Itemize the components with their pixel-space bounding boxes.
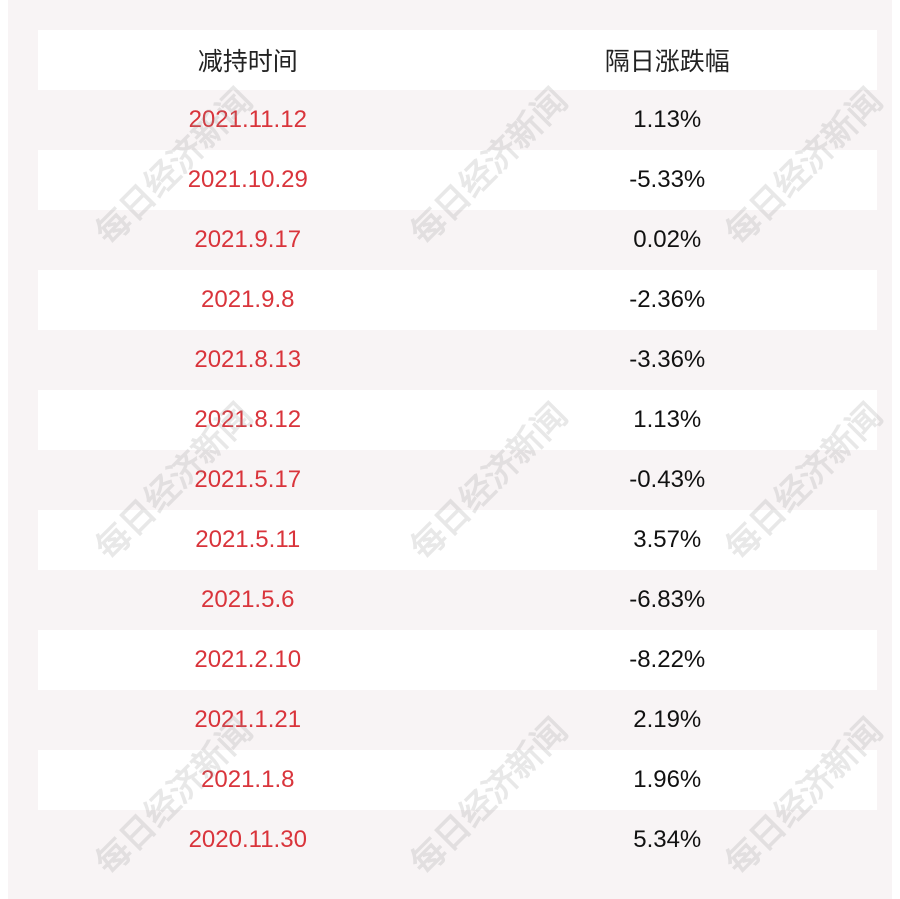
date-cell: 2021.11.12 bbox=[188, 106, 307, 133]
change-cell: 1.96% bbox=[633, 766, 702, 793]
table-row: 2021.9.17 0.02% bbox=[38, 210, 877, 270]
change-cell: -3.36% bbox=[629, 346, 706, 373]
table-row: 2021.8.12 1.13% bbox=[38, 390, 877, 450]
table-row: 2021.2.10 -8.22% bbox=[38, 630, 877, 690]
change-cell: -0.43% bbox=[629, 466, 706, 493]
change-cell: 2.19% bbox=[633, 706, 702, 733]
date-cell: 2021.9.8 bbox=[201, 286, 295, 313]
table-row: 2021.5.11 3.57% bbox=[38, 510, 877, 570]
change-cell: -2.36% bbox=[629, 286, 706, 313]
table-row: 2021.11.12 1.13% bbox=[38, 90, 877, 150]
table-row: 2021.1.21 2.19% bbox=[38, 690, 877, 750]
date-cell: 2021.5.17 bbox=[194, 466, 302, 493]
table-row: 2021.10.29 -5.33% bbox=[38, 150, 877, 210]
table-row: 2021.5.6 -6.83% bbox=[38, 570, 877, 630]
reduction-table: 减持时间 隔日涨跌幅 2021.11.12 1.13% 2021.10.29 -5.3… bbox=[38, 30, 877, 870]
change-cell: 1.13% bbox=[633, 406, 702, 433]
table-header: 减持时间 隔日涨跌幅 bbox=[38, 30, 877, 90]
date-cell: 2021.2.10 bbox=[194, 646, 302, 673]
header-date: 减持时间 bbox=[197, 48, 298, 76]
table-row: 2021.1.8 1.96% bbox=[38, 750, 877, 810]
table-row: 2020.11.30 5.34% bbox=[38, 810, 877, 870]
date-cell: 2021.9.17 bbox=[194, 226, 302, 253]
change-cell: -5.33% bbox=[629, 166, 706, 193]
change-cell: -8.22% bbox=[629, 646, 706, 673]
table-row: 2021.9.8 -2.36% bbox=[38, 270, 877, 330]
change-cell: 3.57% bbox=[633, 526, 702, 553]
date-cell: 2021.8.13 bbox=[194, 346, 302, 373]
date-cell: 2021.10.29 bbox=[187, 166, 308, 193]
date-cell: 2021.5.6 bbox=[201, 586, 295, 613]
table-row: 2021.5.17 -0.43% bbox=[38, 450, 877, 510]
change-cell: 0.02% bbox=[633, 226, 702, 253]
date-cell: 2021.8.12 bbox=[194, 406, 302, 433]
date-cell: 2021.1.8 bbox=[201, 766, 295, 793]
date-cell: 2020.11.30 bbox=[188, 826, 307, 853]
date-cell: 2021.5.11 bbox=[195, 526, 301, 553]
header-change: 隔日涨跌幅 bbox=[604, 48, 730, 76]
table-row: 2021.8.13 -3.36% bbox=[38, 330, 877, 390]
date-cell: 2021.1.21 bbox=[194, 706, 302, 733]
change-cell: 5.34% bbox=[633, 826, 702, 853]
change-cell: 1.13% bbox=[633, 106, 702, 133]
change-cell: -6.83% bbox=[629, 586, 706, 613]
